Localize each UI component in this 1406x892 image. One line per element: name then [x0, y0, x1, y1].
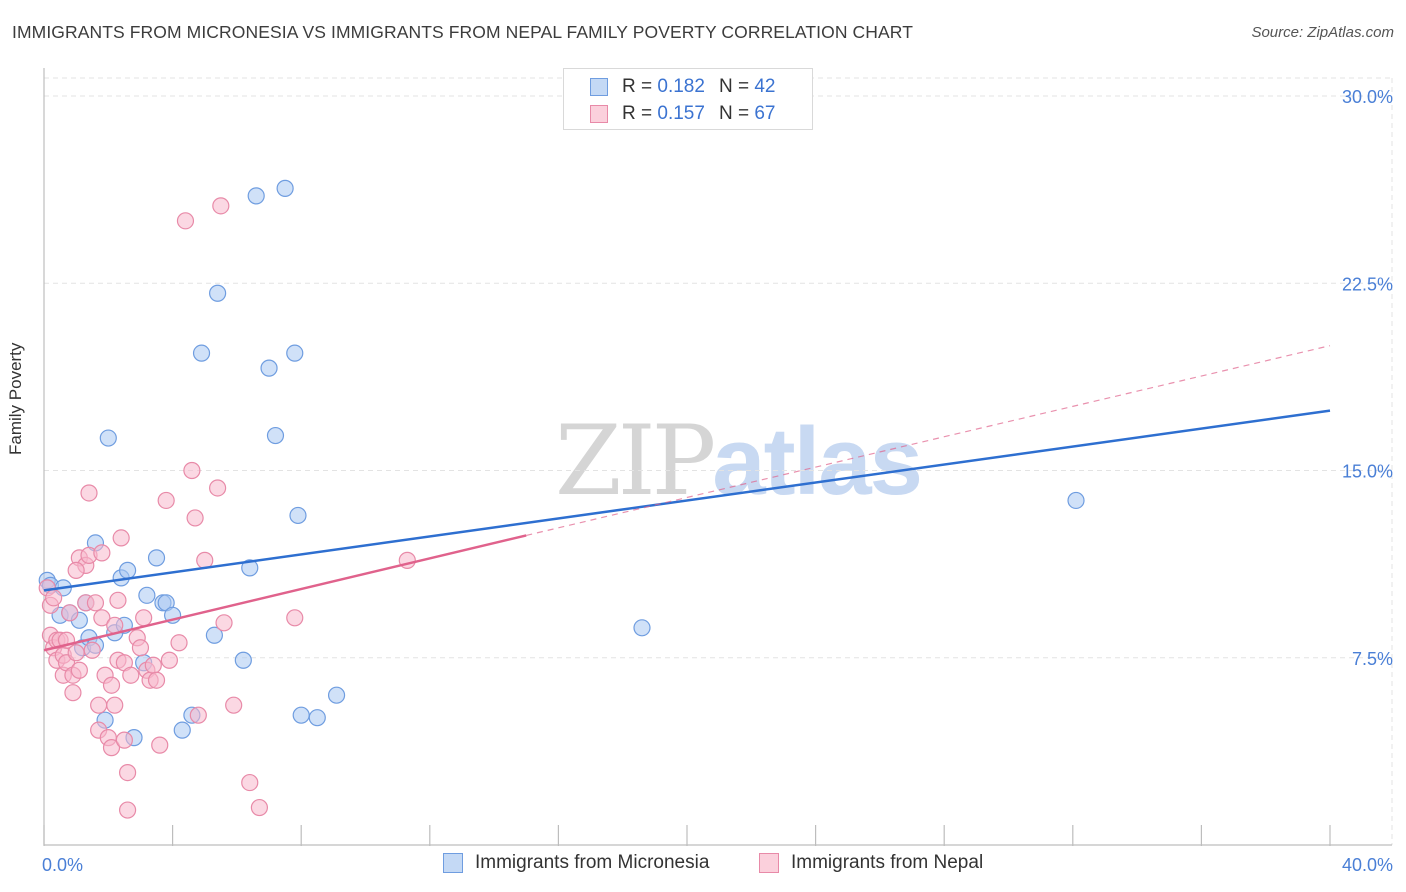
nepal-point: [225, 696, 243, 714]
nepal-point: [93, 544, 111, 562]
legend-row-micronesia: R = 0.182 N = 42: [590, 75, 775, 99]
micronesia-point: [234, 651, 252, 669]
nepal-point: [250, 798, 269, 817]
nepal-point: [183, 461, 201, 480]
nepal-point: [102, 739, 121, 757]
nepal-point: [160, 651, 178, 669]
micronesia-point: [260, 359, 278, 377]
nepal-point: [45, 589, 63, 607]
legend-n-value: 67: [754, 103, 776, 124]
x-tick-label: 0.0%: [42, 855, 83, 875]
nepal-point: [118, 763, 137, 782]
legend-swatch-micronesia: [590, 78, 608, 96]
chart-title: IMMIGRANTS FROM MICRONESIA VS IMMIGRANTS…: [12, 22, 914, 42]
nepal-point: [115, 731, 133, 749]
nepal-point: [106, 696, 124, 714]
y-tick-label: 22.5%: [1342, 274, 1393, 294]
micronesia-point: [292, 706, 310, 724]
source-label: Source: ZipAtlas.com: [1251, 24, 1394, 41]
legend-swatch-nepal: [759, 853, 779, 873]
nepal-point: [61, 604, 79, 622]
legend-item-micronesia[interactable]: Immigrants from Micronesia: [443, 852, 709, 874]
legend-n-label: N =: [718, 103, 750, 124]
nepal-point: [241, 773, 259, 792]
nepal-point: [64, 684, 82, 702]
legend-n-label: N =: [718, 76, 750, 97]
nepal-point: [212, 197, 230, 215]
nepal-point: [70, 661, 88, 679]
nepal-point: [144, 656, 162, 674]
legend-r-label: R =: [622, 103, 653, 124]
micronesia-point: [192, 344, 211, 362]
nepal-point: [102, 676, 121, 694]
micronesia-point: [289, 506, 307, 525]
nepal-point: [86, 594, 105, 612]
y-tick-label: 30.0%: [1342, 87, 1393, 107]
micronesia-point: [247, 187, 265, 205]
nepal-point: [90, 696, 108, 714]
nepal-point: [186, 509, 204, 527]
nepal-point: [209, 479, 227, 497]
micronesia-point: [1067, 491, 1085, 510]
micronesia-point: [286, 344, 304, 362]
legend-swatch-nepal: [590, 105, 608, 123]
legend-label-nepal: Immigrants from Nepal: [791, 852, 984, 873]
legend-r-value: 0.182: [657, 76, 705, 97]
nepal-point: [109, 591, 127, 609]
nepal-point: [118, 801, 137, 819]
nepal-point: [147, 671, 166, 689]
x-tick-label: 40.0%: [1342, 855, 1393, 875]
nepal-point: [67, 644, 85, 662]
nepal-point: [157, 491, 175, 510]
micronesia-point: [308, 709, 326, 727]
nepal-point: [80, 484, 98, 502]
nepal-point: [151, 736, 169, 754]
nepal-point: [215, 614, 233, 632]
micronesia-point: [209, 284, 227, 302]
nepal-point: [189, 706, 207, 724]
nepal-point: [83, 641, 101, 659]
legend-label-micronesia: Immigrants from Micronesia: [475, 852, 710, 873]
micronesia-point: [118, 561, 137, 579]
micronesia-point: [633, 619, 651, 637]
micronesia-point: [99, 429, 117, 447]
series-legend: Immigrants from Micronesia Immigrants fr…: [0, 852, 1406, 878]
micronesia-point: [241, 559, 259, 577]
legend-row-nepal: R = 0.157 N = 67: [590, 102, 775, 126]
micronesia-point: [173, 721, 191, 739]
nepal-point: [67, 561, 85, 579]
nepal-point: [112, 529, 130, 547]
micronesia-point: [327, 686, 346, 704]
y-tick-label: 15.0%: [1342, 462, 1393, 482]
nepal-point: [286, 609, 304, 627]
nepal-point: [176, 212, 195, 230]
nepal-point: [93, 609, 111, 627]
micronesia-point: [276, 179, 294, 197]
legend-item-nepal[interactable]: Immigrants from Nepal: [759, 852, 983, 874]
micronesia-trend-line: [43, 409, 1331, 592]
legend-r-label: R =: [622, 76, 653, 97]
nepal-trend-extension: [526, 345, 1331, 536]
nepal-trend-line: [43, 534, 527, 652]
y-tick-label: 7.5%: [1352, 649, 1393, 669]
nepal-point: [170, 634, 188, 652]
legend-n-value: 42: [754, 76, 776, 97]
micronesia-point: [266, 426, 285, 445]
legend-swatch-micronesia: [443, 853, 463, 873]
legend-r-value: 0.157: [657, 103, 705, 124]
micronesia-point: [138, 586, 156, 604]
nepal-point: [122, 666, 140, 684]
nepal-point: [135, 609, 153, 627]
correlation-legend: R = 0.182 N = 42 R = 0.157 N = 67: [563, 68, 813, 130]
nepal-point: [131, 639, 150, 657]
micronesia-point: [147, 549, 166, 567]
micronesia-point: [205, 626, 223, 644]
